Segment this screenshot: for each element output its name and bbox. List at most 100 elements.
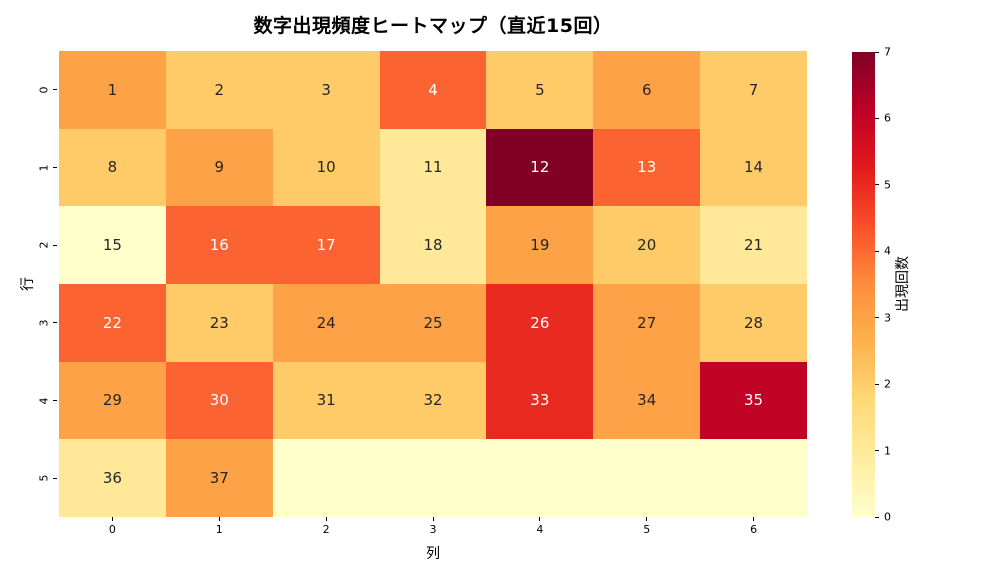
x-tick-mark-2 xyxy=(325,517,327,521)
colorbar-label: 出現回数 xyxy=(895,256,911,312)
heatmap-cell-r1c6: 14 xyxy=(700,128,807,207)
heatmap-cell-r4c1: 30 xyxy=(165,361,273,440)
heatmap-cell-r3c1: 23 xyxy=(165,283,273,362)
colorbar-tick-label-5: 5 xyxy=(884,178,891,192)
cell-value-label: 26 xyxy=(530,313,550,332)
colorbar-tick-mark-7 xyxy=(875,51,879,53)
y-tick-label-1: 1 xyxy=(37,164,51,171)
y-tick-label-3: 3 xyxy=(37,319,51,327)
cell-value-label: 12 xyxy=(530,158,550,177)
cell-value-label: 35 xyxy=(744,391,764,410)
cell-value-label: 7 xyxy=(748,80,759,99)
y-axis-label: 行 xyxy=(20,277,36,291)
cell-value-label: 31 xyxy=(316,391,336,410)
heatmap-cell-r2c5: 20 xyxy=(593,206,701,284)
colorbar-gradient xyxy=(852,52,875,517)
heatmap-cell-r2c4: 19 xyxy=(486,206,594,284)
y-tick-mark-0 xyxy=(53,89,57,91)
heatmap-grid: 1 2 3 4 5 6 7 8 9 10 11 12 13 14 15 16 17 18 19 20 21 22 23 24 2… xyxy=(59,51,807,517)
heatmap-cell-r1c2: 10 xyxy=(272,128,380,207)
y-tick-label-4: 4 xyxy=(37,397,51,404)
heatmap-cell-r1c0: 8 xyxy=(59,128,166,207)
heatmap-cell-r5c3 xyxy=(379,439,487,517)
heatmap-cell-r3c3: 25 xyxy=(379,283,487,362)
heatmap-cell-r4c0: 29 xyxy=(59,361,166,440)
cell-value-label: 29 xyxy=(102,391,122,410)
cell-value-label: 16 xyxy=(209,236,229,255)
x-axis-label: 列 xyxy=(426,546,440,562)
cell-value-label: 30 xyxy=(209,391,229,410)
heatmap-cell-r4c3: 32 xyxy=(379,361,487,440)
heatmap-cell-r0c5: 6 xyxy=(593,51,701,129)
colorbar-tick-mark-3 xyxy=(875,317,879,319)
cell-value-label: 11 xyxy=(423,158,443,177)
x-tick-mark-6 xyxy=(753,517,755,521)
heatmap-cell-r4c2: 31 xyxy=(272,361,380,440)
heatmap-cell-r5c4 xyxy=(486,439,594,517)
cell-value-label: 34 xyxy=(637,391,657,410)
heatmap-cell-r1c1: 9 xyxy=(165,128,273,207)
heatmap-cell-r2c2: 17 xyxy=(272,206,380,284)
x-tick-mark-3 xyxy=(432,517,434,521)
cell-value-label: 33 xyxy=(530,391,550,410)
cell-value-label: 14 xyxy=(744,158,764,177)
heatmap-cell-r3c5: 27 xyxy=(593,283,701,362)
cell-value-label: 36 xyxy=(102,469,122,488)
heatmap-cell-r5c1: 37 xyxy=(165,439,273,517)
x-tick-mark-0 xyxy=(111,517,113,521)
cell-value-label: 24 xyxy=(316,313,336,332)
heatmap-cell-r2c1: 16 xyxy=(165,206,273,284)
heatmap-cell-r5c5 xyxy=(593,439,701,517)
x-tick-mark-1 xyxy=(218,517,220,521)
colorbar-tick-label-3: 3 xyxy=(884,311,891,325)
heatmap-cell-r5c2 xyxy=(272,439,380,517)
cell-value-label: 21 xyxy=(744,236,764,255)
heatmap-cell-r1c4: 12 xyxy=(486,128,594,207)
colorbar-tick-mark-5 xyxy=(875,184,879,186)
x-tick-label-6: 6 xyxy=(750,523,758,536)
cell-value-label: 8 xyxy=(107,158,118,177)
cell-value-label: 17 xyxy=(316,236,336,255)
heatmap-cell-r4c5: 34 xyxy=(593,361,701,440)
x-tick-label-5: 5 xyxy=(643,523,651,536)
heatmap-cell-r2c0: 15 xyxy=(59,206,166,284)
colorbar-tick-mark-4 xyxy=(875,250,879,252)
cell-value-label: 25 xyxy=(423,313,443,332)
x-tick-mark-4 xyxy=(539,517,541,521)
cell-value-label: 13 xyxy=(637,158,657,177)
cell-value-label: 32 xyxy=(423,391,443,410)
colorbar-tick-label-6: 6 xyxy=(884,111,891,125)
heatmap-cell-r4c6: 35 xyxy=(700,361,807,440)
colorbar-tick-mark-2 xyxy=(875,383,879,385)
heatmap-cell-r0c3: 4 xyxy=(379,51,487,129)
y-tick-mark-3 xyxy=(53,322,57,324)
cell-value-label: 9 xyxy=(214,158,225,177)
cell-value-label: 1 xyxy=(107,80,118,99)
y-tick-mark-2 xyxy=(53,244,57,246)
x-tick-label-2: 2 xyxy=(322,523,330,536)
heatmap-cell-r0c1: 2 xyxy=(165,51,273,129)
heatmap-cell-r2c6: 21 xyxy=(700,206,807,284)
cell-value-label: 37 xyxy=(209,469,229,488)
x-tick-label-4: 4 xyxy=(536,523,544,536)
heatmap-cell-r1c3: 11 xyxy=(379,128,487,207)
colorbar-tick-mark-0 xyxy=(875,516,879,518)
y-tick-mark-1 xyxy=(53,167,57,168)
colorbar-tick-label-1: 1 xyxy=(884,444,891,458)
heatmap-cell-r1c5: 13 xyxy=(593,128,701,207)
heatmap-cell-r0c0: 1 xyxy=(59,51,166,129)
heatmap-cell-r0c4: 5 xyxy=(486,51,594,129)
cell-value-label: 10 xyxy=(316,158,336,177)
cell-value-label: 28 xyxy=(744,313,764,332)
heatmap-cell-r0c2: 3 xyxy=(272,51,380,129)
x-tick-label-0: 0 xyxy=(108,523,116,536)
cell-value-label: 19 xyxy=(530,236,550,255)
cell-value-label: 2 xyxy=(214,80,225,99)
cell-value-label: 22 xyxy=(102,313,122,332)
colorbar-tick-label-4: 4 xyxy=(884,244,891,258)
x-tick-mark-5 xyxy=(646,517,648,521)
colorbar-tick-label-0: 0 xyxy=(884,510,891,524)
cell-value-label: 4 xyxy=(428,80,438,99)
cell-value-label: 18 xyxy=(423,236,443,255)
